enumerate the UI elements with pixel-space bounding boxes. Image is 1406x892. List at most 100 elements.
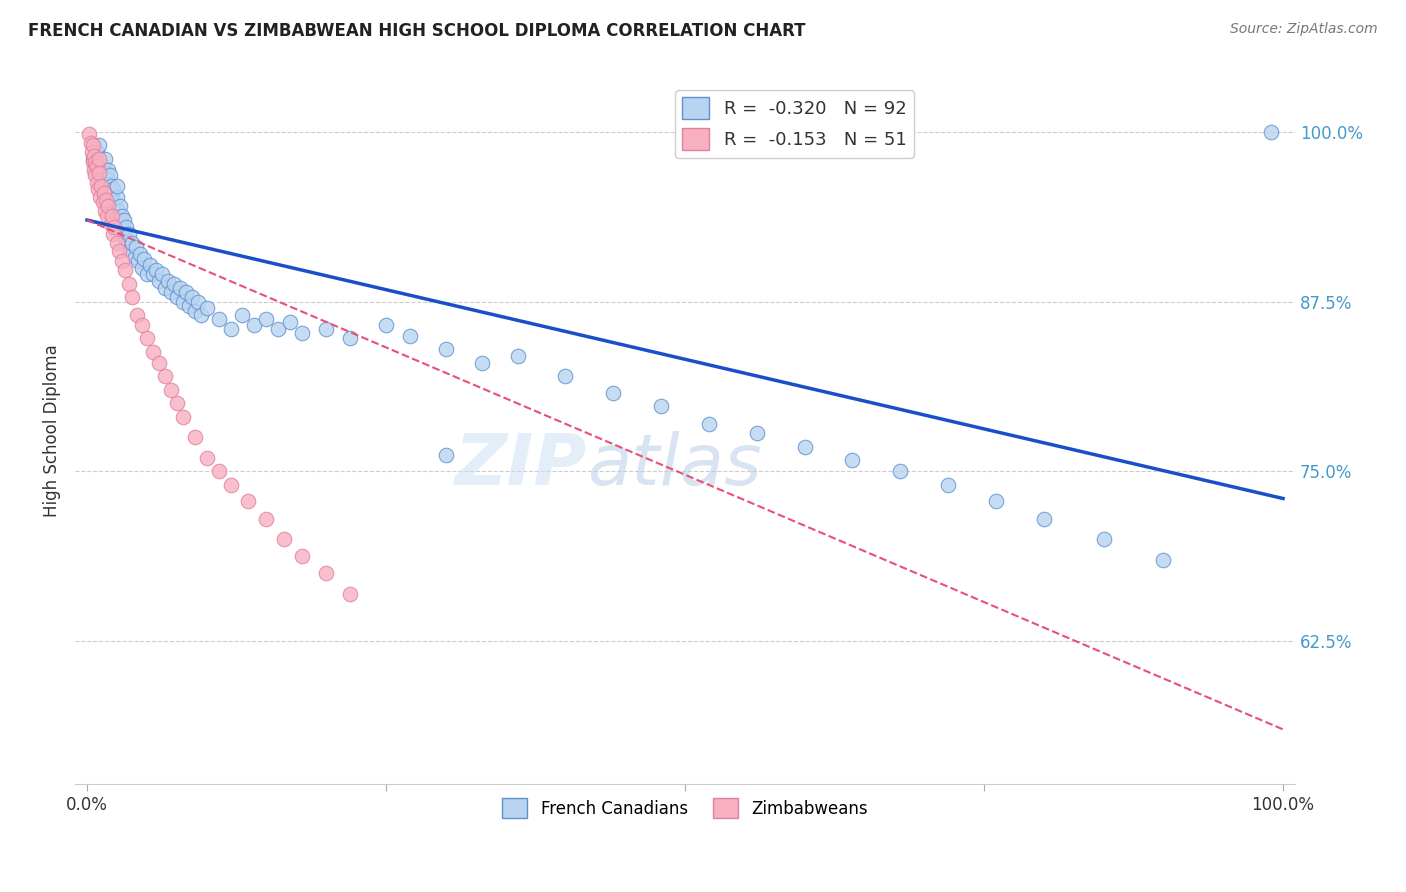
Point [1260, 125, 1282, 139]
Point [207, 312, 229, 326]
Point [94, 152, 117, 166]
Legend: French Canadians, Zimbabweans: French Canadians, Zimbabweans [496, 791, 875, 825]
Point [98, 168, 121, 182]
Point [84, 168, 107, 182]
Point [172, 294, 194, 309]
Point [101, 209, 124, 223]
Point [118, 227, 141, 241]
Point [135, 268, 157, 282]
Point [1152, 552, 1174, 566]
Point [94, 186, 117, 200]
Point [100, 179, 122, 194]
Point [105, 190, 128, 204]
Point [100, 193, 122, 207]
Point [91, 159, 114, 173]
Point [90, 179, 112, 194]
Point [254, 312, 277, 326]
Point [177, 299, 200, 313]
Point [650, 399, 672, 413]
Point [87, 138, 110, 153]
Point [148, 274, 170, 288]
Point [87, 165, 110, 179]
Point [554, 369, 576, 384]
Point [103, 182, 125, 196]
Point [121, 236, 143, 251]
Point [1032, 512, 1054, 526]
Point [471, 356, 494, 370]
Point [190, 308, 212, 322]
Point [103, 195, 125, 210]
Point [195, 450, 218, 465]
Point [96, 209, 118, 223]
Point [375, 318, 398, 332]
Point [187, 294, 209, 309]
Point [101, 186, 124, 200]
Point [399, 328, 422, 343]
Point [80, 145, 103, 160]
Point [86, 159, 108, 173]
Point [93, 186, 115, 200]
Point [83, 162, 105, 177]
Point [315, 566, 337, 581]
Point [267, 322, 290, 336]
Point [111, 222, 134, 236]
Point [183, 304, 205, 318]
Point [219, 322, 242, 336]
Point [104, 206, 127, 220]
Point [128, 247, 150, 261]
Point [166, 396, 188, 410]
Point [142, 268, 165, 282]
Y-axis label: High School Diploma: High School Diploma [44, 344, 60, 517]
Point [103, 199, 125, 213]
Point [118, 277, 141, 291]
Point [434, 448, 457, 462]
Point [153, 369, 176, 384]
Point [94, 193, 117, 207]
Point [172, 409, 194, 424]
Point [207, 464, 229, 478]
Point [131, 318, 153, 332]
Point [91, 195, 114, 210]
Point [79, 136, 101, 150]
Point [131, 260, 153, 275]
Point [291, 326, 314, 340]
Point [97, 199, 120, 213]
Point [142, 344, 165, 359]
Point [94, 165, 117, 179]
Point [82, 152, 104, 166]
Point [793, 440, 815, 454]
Point [254, 512, 277, 526]
Point [84, 154, 107, 169]
Point [93, 179, 115, 194]
Point [339, 586, 361, 600]
Point [127, 308, 149, 322]
Point [841, 453, 863, 467]
Point [181, 290, 204, 304]
Point [602, 385, 624, 400]
Point [183, 430, 205, 444]
Point [87, 165, 110, 179]
Point [86, 177, 108, 191]
Point [103, 227, 125, 241]
Point [434, 342, 457, 356]
Point [125, 240, 148, 254]
Point [105, 236, 128, 251]
Point [89, 190, 111, 204]
Point [111, 253, 134, 268]
Point [124, 250, 146, 264]
Point [219, 478, 242, 492]
Point [94, 203, 117, 218]
Point [166, 290, 188, 304]
Point [273, 533, 295, 547]
Point [82, 154, 104, 169]
Text: ZIP: ZIP [456, 432, 588, 500]
Point [150, 268, 173, 282]
Point [96, 172, 118, 186]
Point [112, 213, 135, 227]
Point [278, 315, 301, 329]
Point [108, 244, 131, 259]
Point [121, 290, 143, 304]
Point [84, 159, 107, 173]
Point [238, 494, 260, 508]
Point [139, 258, 162, 272]
